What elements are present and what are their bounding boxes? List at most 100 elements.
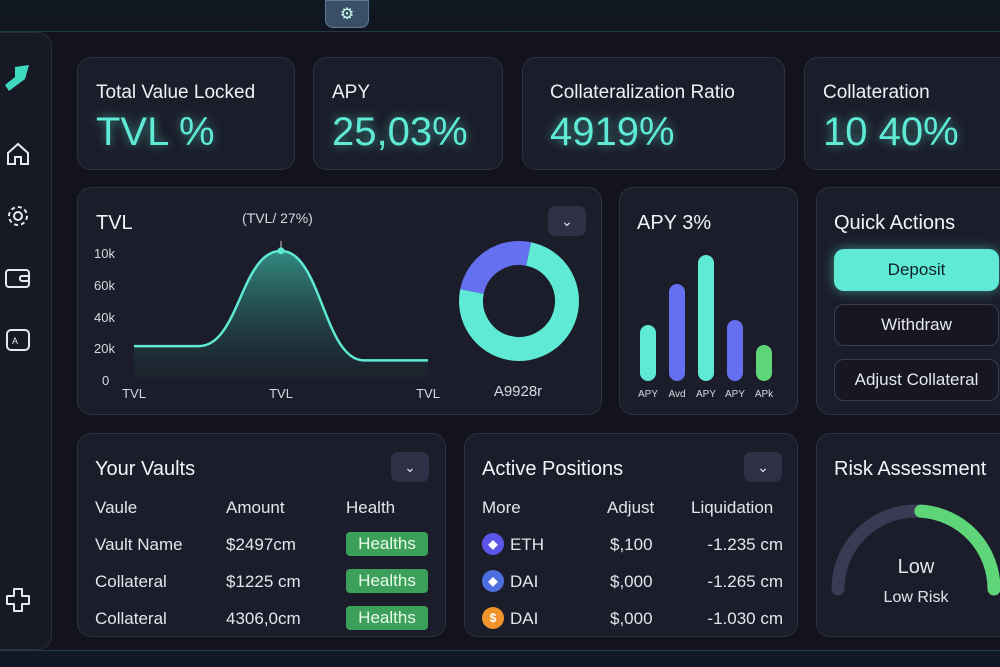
chevron-down-icon: ⌄ [561,212,573,229]
x-tick-label: TVL [122,386,146,401]
risk-assessment-card: Risk Assessment Low Low Risk [816,433,1000,637]
stat-value: TVL % [96,110,215,154]
health-badge: Healths [346,569,428,593]
column-header: Amount [226,498,285,517]
column-header: Adjust [607,498,655,517]
stat-label: Collateralization Ratio [550,82,735,103]
position-liquidation: -1.265 cm [707,572,783,591]
health-badge: Healths [346,532,428,556]
apy-bar [698,255,714,381]
quick-actions-card: Quick Actions Deposit Withdraw Adjust Co… [816,187,1000,415]
sidebar: A [0,32,52,650]
y-tick-label: 0 [102,373,110,388]
y-tick-label: 10k [94,246,115,261]
apy-bar [727,320,743,381]
positions-title: Active Positions [482,458,624,480]
bar-label: APY [695,389,716,400]
vault-name: Vault Name [95,535,183,554]
deposit-button[interactable]: Deposit [834,249,999,291]
risk-level: Low [897,556,935,578]
y-tick-label: 40k [94,309,115,325]
position-asset: DAI [510,572,539,591]
plus-icon[interactable] [1,585,35,615]
tvl-dropdown[interactable]: ⌄ [548,206,586,236]
column-header: Liquidation [691,498,774,517]
y-tick-label: 20k [94,341,115,357]
chevron-down-icon: ⌄ [404,458,416,475]
home-icon[interactable] [1,139,35,169]
chevron-down-icon: ⌄ [757,458,769,475]
stat-label: Total Value Locked [96,82,256,103]
position-asset: ETH [510,535,544,554]
stat-value: 25,03% [332,110,468,154]
vault-name: Collateral [95,609,167,628]
position-liquidation: -1.235 cm [707,535,783,554]
column-header: Health [346,498,396,517]
x-tick-label: TVL [269,386,293,401]
risk-sublabel: Low Risk [883,589,949,606]
svg-text:A: A [12,336,18,346]
tvl-area-chart [134,240,579,381]
peak-annotation: (TVL/ 27%) [242,210,313,226]
apy-card: APY 3% APY Avd APY APY APk [619,187,798,415]
risk-title: Risk Assessment [834,458,987,480]
stat-label: Collateration [823,82,930,103]
x-tick-label: TVL [416,386,440,401]
adjust-collateral-button[interactable]: Adjust Collateral [834,359,999,401]
donut-slice [460,241,531,295]
apy-bar-chart [640,255,772,381]
column-header: Vaule [95,498,138,517]
apy-bar [756,345,772,381]
risk-gauge [831,504,1000,596]
eth-coin-icon: ◆ [482,533,504,555]
apy-title: APY 3% [637,212,712,234]
bot-icon[interactable]: ⚙ [325,0,369,28]
y-tick-label: 60k [94,277,115,293]
your-vaults-card: Your Vaults ⌄ Vaule Amount Health Vault … [77,433,446,637]
positions-dropdown[interactable]: ⌄ [744,452,782,482]
column-header: More [482,498,521,517]
active-positions-card: Active Positions ⌄ More Adjust Liquidati… [464,433,798,637]
position-liquidation: -1.030 cm [707,609,783,628]
stat-value: 10 40% [823,110,959,154]
peak-point [277,247,285,255]
logo-icon[interactable] [1,63,35,93]
dollar-coin-icon: $ [482,607,504,629]
stat-card-collateration: Collateration 10 40% [804,57,1000,170]
tvl-card: TVL (TVL/ 27%) ⌄ 0 20k 40k 60k 10k TVL TVL TVL … [77,187,602,415]
stat-card-tvl: Total Value Locked TVL % [77,57,295,170]
position-adjust: $,100 [610,535,653,554]
donut-label: A9928r [493,383,543,400]
stat-value: 4919% [550,110,675,154]
position-adjust: $,000 [610,572,653,591]
top-bar [0,0,1000,32]
tvl-title: TVL [96,212,133,234]
vault-amount: $1225 cm [226,572,301,591]
vault-name: Collateral [95,572,167,591]
health-badge: Healths [346,606,428,630]
vaults-dropdown[interactable]: ⌄ [391,452,429,482]
stat-card-apy: APY 25,03% [313,57,503,170]
bar-label: APY [637,389,658,400]
gauge-fill [914,504,1000,596]
stat-label: APY [332,82,371,103]
vault-amount: 4306,0cm [226,609,301,628]
position-adjust: $,000 [610,609,653,628]
withdraw-button[interactable]: Withdraw [834,304,999,346]
apy-bar [640,325,656,381]
apy-bar [669,284,685,381]
tvl-area-fill [134,250,428,381]
token-icon[interactable]: A [1,325,35,355]
bottom-bar [0,650,1000,667]
bar-label: APk [754,389,774,400]
vault-amount: $2497cm [226,535,296,554]
wallet-icon[interactable] [1,263,35,293]
donut-slice [459,242,579,361]
bar-label: Avd [668,389,686,400]
stat-card-collateralization: Collateralization Ratio 4919% [522,57,785,170]
quick-actions-title: Quick Actions [834,212,956,234]
vaults-title: Your Vaults [95,458,196,480]
gear-icon[interactable] [1,201,35,231]
position-asset: DAI [510,609,539,628]
bar-label: APY [724,389,745,400]
